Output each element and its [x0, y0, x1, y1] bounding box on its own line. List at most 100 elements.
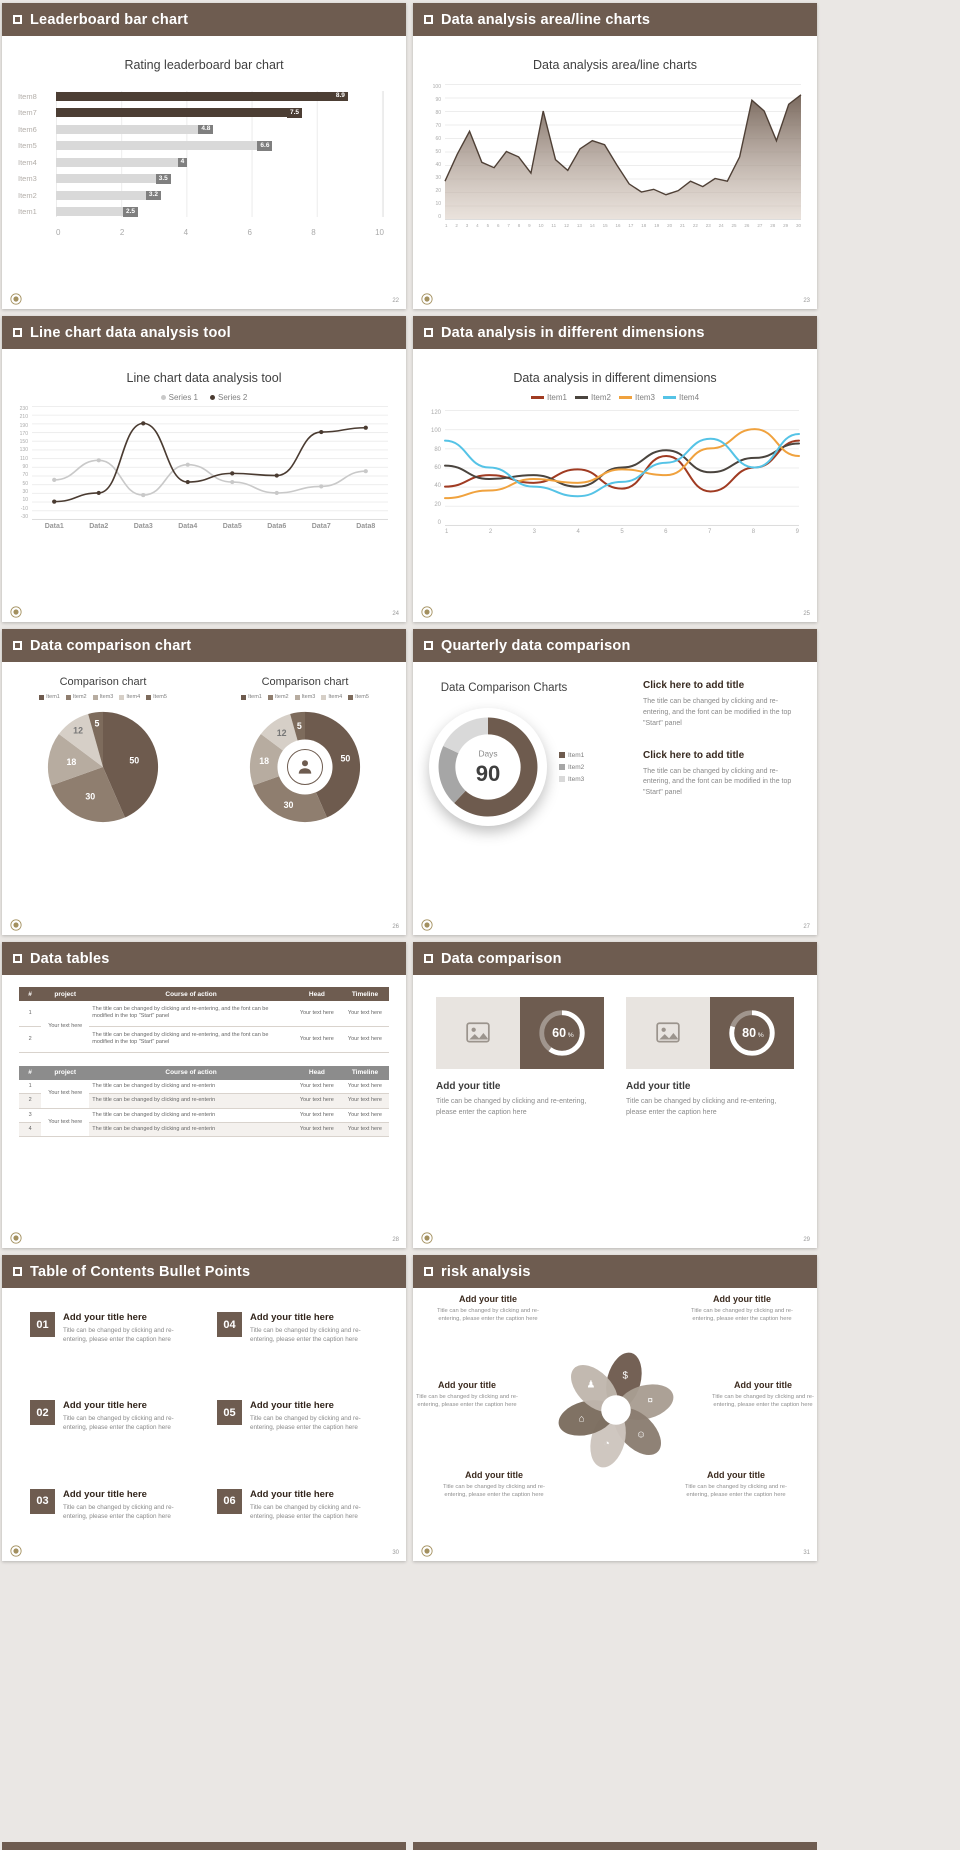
school-logo-icon	[10, 919, 22, 931]
slide-risk-analysis[interactable]: risk analysis Add your title Title can b…	[413, 1255, 817, 1561]
pie-chart: 50 30 18 12 5	[44, 708, 162, 826]
column-header: Course of action	[89, 987, 293, 1001]
page-number: 29	[803, 1237, 810, 1243]
slide-line-chart-tool[interactable]: Line chart data analysis tool Line chart…	[2, 316, 406, 622]
column-header: project	[41, 1065, 90, 1080]
slide-quarterly-comparison[interactable]: Quarterly data comparison Data Compariso…	[413, 629, 817, 935]
toc-item: 02 Add your title here Title can be chan…	[30, 1400, 191, 1472]
slide-body: # project Course of action Head Timeline…	[2, 975, 406, 1248]
cell-num: 1	[19, 1079, 42, 1095]
toc-caption: Title can be changed by clicking and re-…	[63, 1415, 174, 1432]
team-icon: ☺	[636, 1430, 646, 1441]
slide-header: Table of Contents Bullet Points	[2, 1255, 406, 1288]
days-donut-chart: Days 90	[429, 708, 547, 826]
slide-title: Leaderboard bar chart	[30, 11, 189, 28]
toc-title: Add your title here	[63, 1400, 147, 1412]
slide-data-comparison-cards[interactable]: Data comparison 60% Add your title Title…	[413, 942, 817, 1248]
block-body: The title can be changed by clicking and…	[643, 698, 792, 727]
page-number: 28	[392, 1237, 399, 1243]
toc-item: 03 Add your title here Title can be chan…	[30, 1488, 191, 1561]
school-logo-icon	[421, 1232, 433, 1244]
page-number: 22	[392, 298, 399, 304]
cell-timeline: Your text here	[340, 1122, 389, 1138]
block-body: The title can be changed by clicking and…	[643, 767, 792, 797]
svg-text:12: 12	[277, 728, 287, 738]
toc-title: Add your title here	[63, 1312, 147, 1323]
cell-timeline: Your text here	[340, 1079, 389, 1095]
school-logo-icon	[10, 1232, 22, 1244]
slide-title: risk analysis	[441, 1263, 531, 1280]
toc-caption: Title can be changed by clicking and re-…	[250, 1327, 361, 1344]
risk-caption: Title can be changed by clicking and re-…	[712, 1394, 814, 1409]
slide-title: Data comparison chart	[30, 637, 192, 654]
risk-caption: Title can be changed by clicking and re-…	[685, 1484, 787, 1499]
page-number: 24	[392, 611, 399, 617]
risk-title: Add your title	[459, 1294, 517, 1304]
slide-header: Quarterly data comparison	[413, 629, 817, 662]
square-bullet-icon	[424, 15, 433, 24]
cell-timeline: Your text here	[340, 1108, 389, 1123]
toc-title: Add your title here	[63, 1488, 147, 1500]
slide-body: Data Comparison Charts Days 90 Item1 Item2…	[413, 662, 817, 935]
risk-title: Add your title	[438, 1380, 496, 1390]
svg-text:%: %	[758, 1032, 764, 1039]
svg-text:90: 90	[476, 761, 501, 786]
toc-number: 01	[30, 1312, 55, 1337]
risk-title: Add your title	[734, 1380, 792, 1390]
risk-caption: Title can be changed by clicking and re-…	[691, 1308, 793, 1323]
text-block: Click here to add title The title can be…	[643, 680, 801, 730]
money-bag-icon: $	[622, 1370, 628, 1381]
cell-head: Your text here	[292, 1079, 341, 1095]
cell-action: The title can be changed by clicking and…	[89, 1093, 293, 1109]
slide-title: Data comparison	[441, 950, 562, 967]
slide-header: Data analysis area/line charts	[413, 3, 817, 36]
chart-legend: Item1 Item2 Item3 Item4 Item5	[39, 694, 167, 700]
slide-toc-bullets[interactable]: Table of Contents Bullet Points 01 Add y…	[2, 1255, 406, 1561]
risk-item: Add your title Title can be changed by c…	[415, 1380, 519, 1410]
slide-area-line-charts[interactable]: Data analysis area/line charts Data anal…	[413, 3, 817, 309]
slide-title: Data tables	[30, 950, 110, 967]
slide-body: 60% Add your title Title can be changed …	[413, 975, 817, 1248]
cell-action: The title can be changed by clicking and…	[89, 1079, 293, 1095]
risk-item: Add your title Title can be changed by c…	[683, 1294, 801, 1324]
leaderboard-bar-chart: Item8 8.9 Item7 7.5 Item6 4.8 Item5 6.6 Item4 4 It…	[18, 91, 384, 237]
square-bullet-icon	[13, 954, 22, 963]
cell-project: Your text here	[41, 1079, 90, 1109]
donut-panel: Data Comparison Charts Days 90 Item1 Item2…	[429, 668, 635, 935]
data-table-brown: # project Course of action Head Timeline…	[19, 987, 389, 1053]
school-logo-icon	[421, 1545, 433, 1557]
toc-title: Add your title here	[250, 1400, 334, 1412]
toc-item: 01 Add your title here Title can be chan…	[30, 1312, 191, 1384]
chart-title: Data analysis in different dimensions	[513, 371, 717, 385]
data-table-gray: # project Course of action Head Timeline…	[19, 1065, 389, 1138]
chart-title: Line chart data analysis tool	[126, 371, 282, 385]
slide-data-comparison-chart[interactable]: Data comparison chart Comparison chart I…	[2, 629, 406, 935]
cell-project: Your text here	[41, 1108, 90, 1138]
building-icon: ⌂	[579, 1414, 585, 1425]
slide-body: Comparison chart Item1 Item2 Item3 Item4 Ite…	[2, 662, 406, 935]
column-header: Timeline	[340, 987, 389, 1001]
svg-text:80: 80	[742, 1026, 756, 1040]
toc-caption: Title can be changed by clicking and re-…	[63, 1503, 174, 1520]
slide-data-tables[interactable]: Data tables # project Course of action H…	[2, 942, 406, 1248]
square-bullet-icon	[13, 328, 22, 337]
slide-leaderboard-bar-chart[interactable]: Leaderboard bar chart Rating leaderboard…	[2, 3, 406, 309]
cell-timeline: Your text here	[340, 1001, 389, 1027]
slide-dimensions-lines[interactable]: Data analysis in different dimensions Da…	[413, 316, 817, 622]
svg-text:%: %	[568, 1032, 574, 1039]
column-header: #	[19, 1065, 42, 1080]
toc-number: 05	[217, 1400, 242, 1426]
slide-title: Line chart data analysis tool	[30, 324, 231, 341]
risk-caption: Title can be changed by clicking and re-…	[437, 1308, 539, 1323]
slide-title: Data analysis in different dimensions	[441, 324, 705, 341]
slide-body: 01 Add your title here Title can be chan…	[2, 1288, 406, 1561]
slide-header: Leaderboard bar chart	[2, 3, 406, 36]
cell-num: 2	[19, 1026, 42, 1053]
cell-project: Your text here	[41, 1001, 90, 1053]
table-row: 2 The title can be changed by clicking a…	[19, 1093, 389, 1109]
image-placeholder-icon	[626, 997, 710, 1069]
table-row: 3 Your text here The title can be change…	[19, 1108, 389, 1138]
card-caption: Title can be changed by clicking and re-…	[626, 1098, 777, 1116]
slide-body: Data analysis area/line charts 100 90 80 70…	[413, 36, 817, 309]
